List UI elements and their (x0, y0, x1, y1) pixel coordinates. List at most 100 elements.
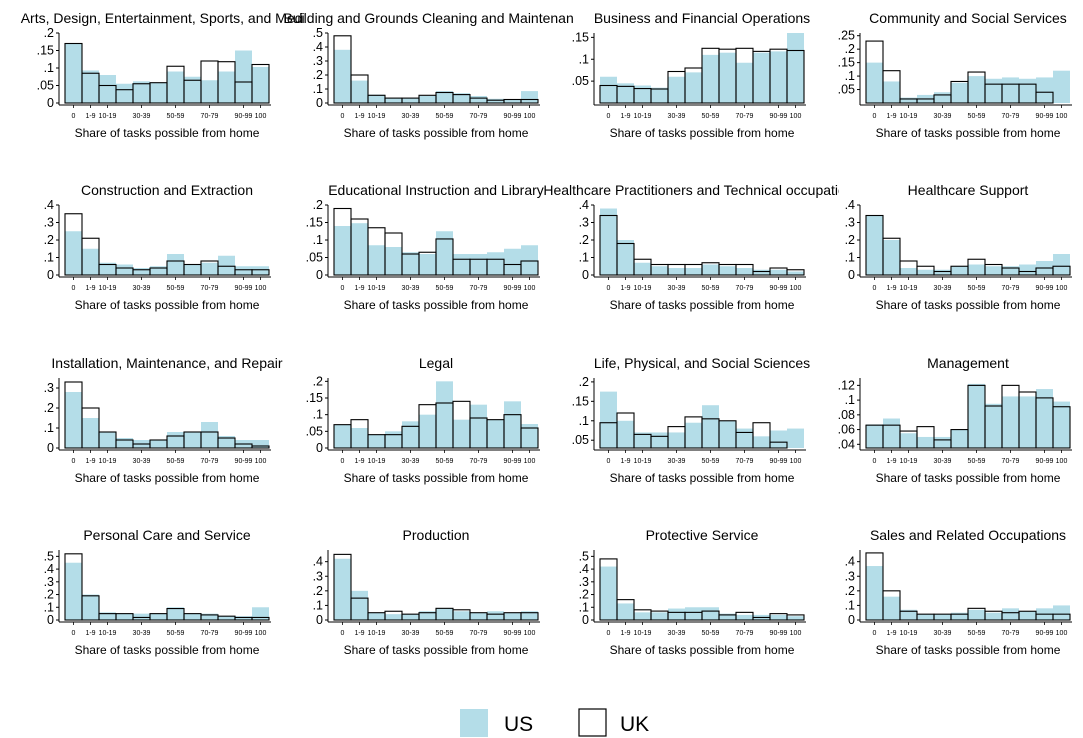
bar-us-20-29 (651, 432, 668, 448)
bar-us-80-89 (753, 52, 770, 103)
x-axis-label: Share of tasks possible from home (344, 643, 529, 657)
panel-5: Construction and Extraction 0 .1 .2 .3 .4 0 1-9… (44, 182, 271, 312)
x-tick-label: 10-19 (368, 458, 386, 465)
bar-us-50-59 (968, 76, 985, 103)
panel-12: Management .04.06.08.1.12 0 1-9 10-19 30-39 50… (838, 355, 1072, 485)
x-tick-label: 1-9 (620, 630, 630, 637)
x-tick-label: 10-19 (900, 630, 918, 637)
bar-us-0 (866, 62, 883, 103)
bar-uk-1-9 (882, 590, 901, 621)
bar-us-20-29 (651, 612, 668, 620)
x-tick-label: 50-59 (167, 285, 185, 292)
y-tick-label: .15 (306, 216, 323, 230)
panel-title: Arts, Design, Entertainment, Sports, and… (21, 10, 314, 26)
bar-us-80-89 (1019, 264, 1036, 275)
x-tick-label: 100 (790, 458, 802, 465)
x-tick-label: 1-9 (85, 630, 95, 637)
y-tick-label: .2 (579, 588, 589, 602)
bar-us-0 (334, 558, 351, 620)
x-tick-label: 0 (607, 285, 611, 292)
bar-us-50-59 (167, 432, 184, 448)
bar-uk-1-9 (350, 597, 369, 621)
bar-us-70-79 (201, 262, 218, 275)
bar-us-70-79 (1002, 266, 1019, 275)
bar-us-60-69 (719, 613, 736, 620)
bar-us-30-39 (133, 613, 150, 620)
y-tick-label: .2 (44, 401, 54, 415)
bar-uk-1-9 (616, 412, 635, 449)
bar-us-1-9 (883, 81, 900, 103)
x-tick-label: 100 (255, 113, 267, 120)
x-tick-label: 30-39 (133, 458, 151, 465)
bar-us-90-99 (504, 99, 521, 103)
x-tick-label: 0 (72, 458, 76, 465)
bar-us-70-79 (736, 428, 753, 448)
bar-us-70-79 (736, 62, 753, 103)
x-axis-label: Share of tasks possible from home (610, 298, 795, 312)
x-tick-label: 70-79 (201, 113, 219, 120)
bar-uk-100 (1052, 265, 1071, 276)
x-tick-label: 90-99 (770, 630, 788, 637)
bar-uk-100 (251, 63, 270, 104)
legend-swatch-us (460, 709, 488, 737)
bar-us-70-79 (201, 80, 218, 103)
bar-us-10-19 (99, 75, 116, 103)
bar-us-100 (252, 266, 269, 275)
bar-us-90-99 (770, 614, 787, 620)
x-tick-label: 100 (790, 113, 802, 120)
bar-us-90-99 (1036, 77, 1053, 103)
bar-us-1-9 (351, 590, 368, 620)
x-axis-label: Share of tasks possible from home (610, 643, 795, 657)
bar-uk-100 (251, 269, 270, 276)
bar-us-0 (65, 231, 82, 275)
bar-us-60-69 (453, 93, 470, 103)
bar-uk-0 (333, 35, 352, 104)
y-tick-label: .2 (845, 233, 855, 247)
bar-us-80-89 (487, 98, 504, 103)
y-tick-label: .3 (313, 54, 323, 68)
bar-us-40-49 (951, 429, 968, 448)
x-tick-label: 100 (255, 458, 267, 465)
bar-us-10-19 (900, 609, 917, 620)
bar-us-1-9 (82, 594, 99, 620)
x-axis-label: Share of tasks possible from home (75, 471, 260, 485)
x-tick-label: 100 (1056, 630, 1068, 637)
bar-us-30-39 (668, 76, 685, 103)
x-tick-label: 100 (790, 285, 802, 292)
bar-uk-100 (786, 269, 805, 276)
x-tick-label: 0 (607, 458, 611, 465)
y-tick-label: .05 (572, 433, 589, 447)
x-tick-label: 30-39 (668, 630, 686, 637)
panel-1: Arts, Design, Entertainment, Sports, and… (21, 10, 314, 140)
x-tick-label: 100 (524, 285, 536, 292)
y-tick-label: .2 (313, 198, 323, 212)
bar-us-40-49 (419, 611, 436, 620)
y-tick-label: .3 (845, 216, 855, 230)
bar-us-40-49 (419, 254, 436, 275)
y-tick-label: .25 (838, 29, 855, 43)
bar-us-70-79 (1002, 608, 1019, 620)
x-tick-label: 1-9 (620, 113, 630, 120)
x-tick-label: 90-99 (235, 630, 253, 637)
bar-us-0 (866, 566, 883, 620)
x-tick-label: 30-39 (402, 113, 420, 120)
y-tick-label: .1 (579, 52, 589, 66)
bar-us-30-39 (934, 436, 951, 448)
bar-us-100 (787, 33, 804, 103)
y-tick-label: .2 (44, 588, 54, 602)
x-tick-label: 1-9 (354, 113, 364, 120)
y-tick-label: .1 (313, 598, 323, 612)
bar-us-10-19 (900, 268, 917, 275)
x-tick-label: 10-19 (634, 113, 652, 120)
bar-us-100 (787, 616, 804, 620)
x-tick-label: 70-79 (201, 630, 219, 637)
x-tick-label: 1-9 (886, 630, 896, 637)
bar-us-10-19 (368, 94, 385, 103)
bar-us-20-29 (116, 613, 133, 620)
bar-uk-1-9 (81, 595, 100, 621)
x-tick-label: 70-79 (1002, 113, 1020, 120)
bar-us-20-29 (385, 98, 402, 103)
bar-us-60-69 (985, 78, 1002, 103)
bar-us-10-19 (634, 432, 651, 448)
